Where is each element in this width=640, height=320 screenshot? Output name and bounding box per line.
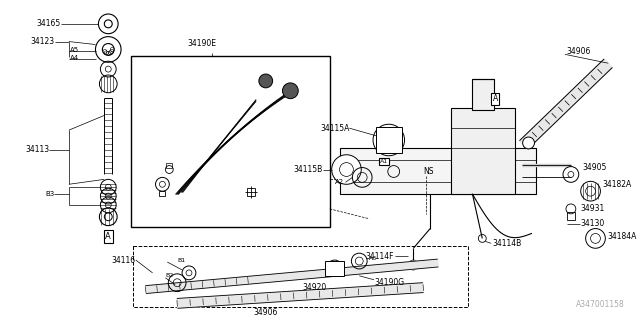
Circle shape — [327, 260, 342, 276]
Bar — [451, 108, 515, 194]
Circle shape — [259, 74, 273, 88]
Polygon shape — [145, 259, 438, 293]
Text: 34113: 34113 — [25, 145, 49, 154]
Text: A: A — [106, 232, 111, 241]
Bar — [472, 79, 494, 110]
Bar — [325, 261, 344, 276]
Text: A2: A2 — [335, 179, 344, 185]
Text: 34184A: 34184A — [607, 232, 637, 241]
Text: 34130: 34130 — [580, 219, 605, 228]
Bar — [567, 212, 575, 220]
Text: 34116: 34116 — [112, 256, 136, 265]
Polygon shape — [520, 59, 612, 149]
Text: 34931: 34931 — [580, 204, 605, 213]
Bar — [340, 148, 536, 194]
Text: 34905: 34905 — [582, 163, 607, 172]
Text: 34920: 34920 — [303, 283, 327, 292]
Bar — [376, 127, 401, 153]
Text: 34165: 34165 — [36, 19, 61, 28]
Text: A347001158: A347001158 — [576, 300, 625, 309]
Text: 34182A: 34182A — [602, 180, 632, 189]
Text: 34123: 34123 — [30, 37, 54, 46]
Text: 34906: 34906 — [253, 308, 278, 317]
Bar — [133, 246, 468, 307]
Text: 34115A: 34115A — [320, 124, 349, 133]
Text: 34190G: 34190G — [374, 278, 404, 287]
Text: A3: A3 — [369, 256, 378, 260]
Bar — [159, 191, 165, 196]
Text: A4: A4 — [70, 55, 79, 61]
Circle shape — [523, 137, 534, 149]
Text: 34115B: 34115B — [294, 165, 323, 174]
Circle shape — [373, 124, 404, 156]
Text: A1: A1 — [380, 159, 388, 164]
Text: B3: B3 — [45, 191, 54, 197]
Text: NS: NS — [423, 167, 434, 176]
Text: B1: B1 — [177, 258, 186, 263]
Text: A5: A5 — [70, 47, 79, 53]
Text: 34190E: 34190E — [187, 39, 216, 48]
Text: B2: B2 — [165, 273, 173, 278]
Bar — [166, 163, 172, 168]
Text: 34906: 34906 — [566, 47, 590, 56]
Text: A: A — [492, 94, 498, 103]
Polygon shape — [177, 283, 424, 308]
Circle shape — [332, 155, 361, 184]
Bar — [131, 56, 330, 227]
Text: 34114F: 34114F — [365, 252, 394, 260]
Circle shape — [282, 83, 298, 99]
Text: 34114B: 34114B — [492, 239, 522, 248]
Bar — [247, 188, 255, 196]
